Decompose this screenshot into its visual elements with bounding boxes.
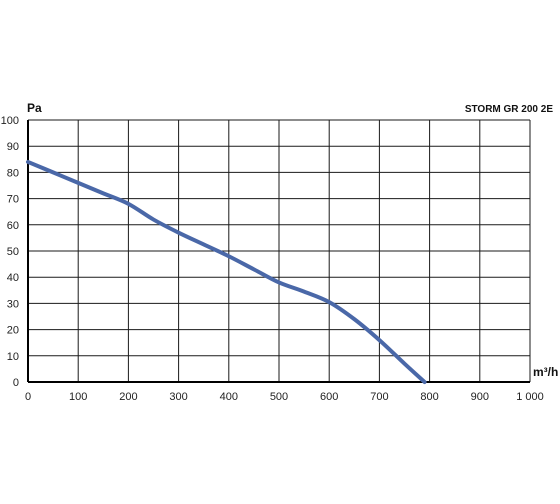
data-point xyxy=(152,218,156,222)
y-tick-label: 30 xyxy=(7,298,19,310)
y-tick-label: 60 xyxy=(7,220,19,232)
x-axis-ticks: 0 100 200 300 400 500 600 700 800 900 1 000 xyxy=(25,391,544,403)
x-tick-label: 100 xyxy=(69,391,87,403)
data-point xyxy=(252,267,256,271)
data-point xyxy=(327,300,331,304)
data-point xyxy=(126,202,130,206)
data-point xyxy=(177,231,181,235)
data-point xyxy=(352,317,356,321)
data-point xyxy=(423,380,427,384)
y-tick-label: 20 xyxy=(7,325,19,337)
data-point xyxy=(377,338,381,342)
y-axis-ticks: 0 10 20 30 40 50 60 70 80 90 100 xyxy=(1,115,19,389)
y-tick-label: 70 xyxy=(7,194,19,206)
x-tick-label: 600 xyxy=(320,391,338,403)
x-tick-label: 900 xyxy=(471,391,489,403)
x-tick-label: 400 xyxy=(220,391,238,403)
data-point xyxy=(76,181,80,185)
x-tick-label: 500 xyxy=(270,391,288,403)
grid xyxy=(27,119,531,383)
data-point xyxy=(51,170,55,174)
y-tick-label: 100 xyxy=(1,115,19,127)
data-point xyxy=(227,254,231,258)
y-axis-label: Pa xyxy=(27,101,42,115)
y-tick-label: 0 xyxy=(13,377,19,389)
y-tick-label: 80 xyxy=(7,167,19,179)
data-point xyxy=(403,362,407,366)
series-line xyxy=(26,159,427,384)
x-tick-label: 700 xyxy=(370,391,388,403)
x-tick-label: 0 xyxy=(25,391,31,403)
y-tick-label: 50 xyxy=(7,246,19,258)
x-tick-label: 300 xyxy=(169,391,187,403)
data-point xyxy=(277,280,281,284)
chart-title: STORM GR 200 2E xyxy=(465,104,554,115)
x-axis-label: m³/h xyxy=(533,365,558,379)
x-tick-label: 800 xyxy=(420,391,438,403)
data-point xyxy=(302,290,306,294)
x-tick-label: 1 000 xyxy=(516,391,544,403)
data-point xyxy=(26,160,30,164)
y-tick-label: 40 xyxy=(7,272,19,284)
x-tick-label: 200 xyxy=(119,391,137,403)
data-point xyxy=(101,191,105,195)
y-tick-label: 10 xyxy=(7,351,19,363)
data-point xyxy=(202,242,206,246)
y-tick-label: 90 xyxy=(7,141,19,153)
